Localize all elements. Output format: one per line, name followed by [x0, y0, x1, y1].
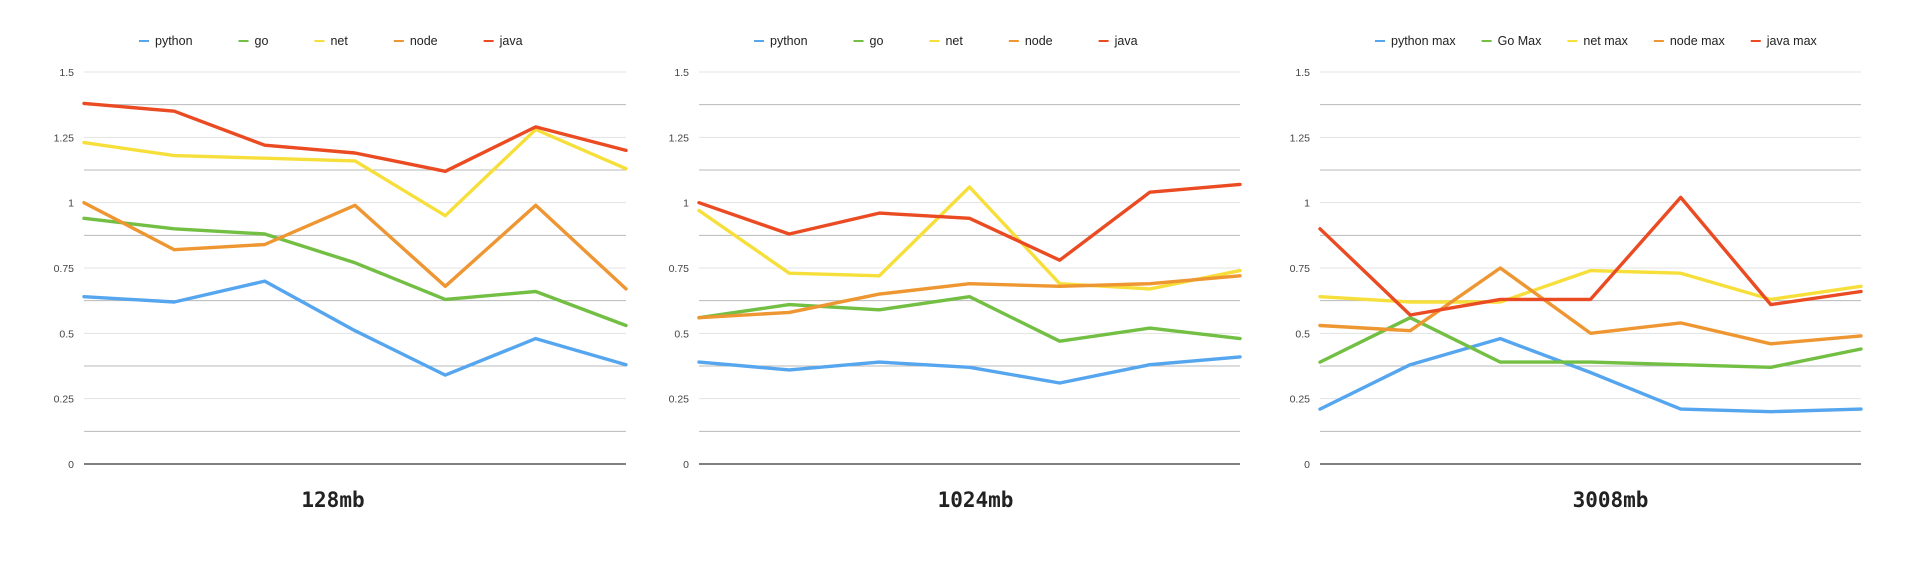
chart-1024mb: 0 0.25 0.5 0.75 1 1.25 1.5 python go net node java 1…: [669, 34, 1242, 512]
y-tick-label: 0.75: [1290, 263, 1311, 275]
series-line-python: [697, 355, 1242, 385]
series-line-go: [697, 295, 1242, 343]
y-tick-label: 1.5: [1295, 67, 1310, 79]
legend-label: node: [410, 34, 438, 48]
y-tick-label: 0.75: [54, 263, 75, 275]
chart-3008mb: 0 0.25 0.5 0.75 1 1.25 1.5 python max Go Max net …: [1290, 34, 1863, 512]
series-line-node: [82, 200, 628, 291]
series-line-python: [82, 279, 628, 377]
legend-label: Go Max: [1498, 34, 1543, 48]
series-line-net-max: [1318, 268, 1863, 304]
legend-label: net max: [1583, 34, 1628, 48]
chart-title: 1024mb: [938, 488, 1014, 512]
legend-label: java: [1114, 34, 1138, 48]
chart-128mb: 0 0.25 0.5 0.75 1 1.25 1.5 python go net node java 1…: [54, 34, 628, 512]
y-tick-label: 0: [683, 459, 689, 471]
y-tick-label: 0.5: [674, 328, 689, 340]
y-tick-label: 0.25: [669, 394, 690, 406]
legend: python max Go Max net max node max java max: [1375, 34, 1818, 48]
legend: python go net node java: [139, 34, 523, 48]
series-line-net: [82, 127, 628, 218]
legend-label: go: [255, 34, 269, 48]
y-tick-label: 0: [68, 459, 74, 471]
y-tick-label: 0.75: [669, 263, 690, 275]
series-line-java: [697, 182, 1242, 262]
y-tick-label: 0: [1304, 459, 1310, 471]
legend-label: java max: [1766, 34, 1818, 48]
series-line-node: [697, 274, 1242, 320]
series-line-go: [82, 216, 628, 328]
legend-label: node max: [1670, 34, 1726, 48]
legend: python go net node java: [754, 34, 1138, 48]
series-line-java: [82, 101, 628, 174]
series-line-node-max: [1318, 266, 1863, 346]
series-line-python-max: [1318, 336, 1863, 414]
y-tick-label: 1.25: [1290, 132, 1311, 144]
series-line-go-max: [1318, 316, 1863, 369]
y-tick-label: 0.5: [59, 328, 74, 340]
legend-label: go: [870, 34, 884, 48]
y-tick-label: 0.25: [54, 394, 75, 406]
chart-title: 3008mb: [1573, 488, 1649, 512]
y-tick-label: 1.5: [674, 67, 689, 79]
legend-label: node: [1025, 34, 1053, 48]
y-tick-label: 1: [68, 198, 74, 210]
y-tick-label: 1.25: [54, 132, 75, 144]
y-tick-label: 0.25: [1290, 394, 1311, 406]
legend-label: python: [770, 34, 808, 48]
legend-label: net: [945, 34, 963, 48]
legend-label: python max: [1391, 34, 1456, 48]
y-tick-label: 1.5: [59, 67, 74, 79]
series-line-java-max: [1318, 195, 1863, 317]
legend-label: net: [330, 34, 348, 48]
y-tick-label: 0.5: [1295, 328, 1310, 340]
chart-title: 128mb: [301, 488, 364, 512]
y-tick-label: 1: [683, 198, 689, 210]
legend-label: python: [155, 34, 193, 48]
series-line-net: [697, 185, 1242, 291]
y-tick-label: 1.25: [669, 132, 690, 144]
legend-label: java: [499, 34, 523, 48]
y-tick-label: 1: [1304, 198, 1310, 210]
